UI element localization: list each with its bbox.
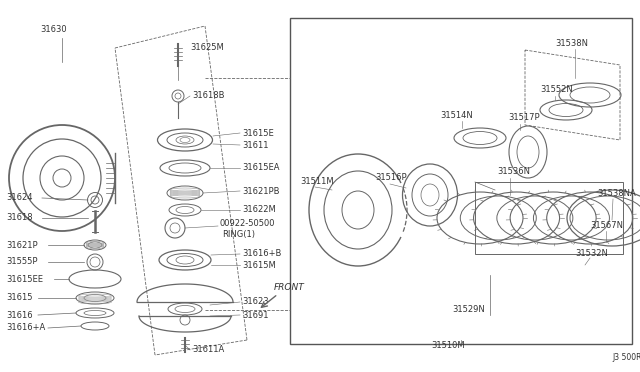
Text: 31615M: 31615M [242, 260, 276, 269]
Bar [290, 18, 632, 344]
Text: 31616+A: 31616+A [6, 324, 45, 333]
Text: 31622M: 31622M [242, 205, 276, 215]
Text: 31615EA: 31615EA [242, 164, 280, 173]
Text: 31625M: 31625M [190, 44, 224, 52]
Text: 31611A: 31611A [192, 346, 224, 355]
Text: 31616+B: 31616+B [242, 250, 282, 259]
Bar [475, 182, 623, 254]
Text: 31555P: 31555P [6, 257, 38, 266]
Text: 31611: 31611 [242, 141, 269, 150]
Text: 31623: 31623 [242, 298, 269, 307]
Text: 31618B: 31618B [192, 92, 225, 100]
Text: 31630: 31630 [41, 26, 67, 35]
Text: 31621P: 31621P [6, 241, 38, 250]
Text: 31510M: 31510M [431, 340, 465, 350]
Text: 31567N: 31567N [590, 221, 623, 230]
Text: 31538N: 31538N [555, 38, 588, 48]
Text: 31538NA: 31538NA [597, 189, 636, 198]
Text: 31616: 31616 [6, 311, 33, 320]
Text: 31615E: 31615E [242, 128, 274, 138]
Text: 31517P: 31517P [508, 113, 540, 122]
Text: 31516P: 31516P [375, 173, 406, 183]
Text: 00922-50500: 00922-50500 [220, 219, 275, 228]
Text: 31621PB: 31621PB [242, 186, 280, 196]
Text: 31511M: 31511M [300, 176, 333, 186]
Text: 31536N: 31536N [497, 167, 530, 176]
Text: FRONT: FRONT [274, 282, 305, 292]
Text: 31624: 31624 [6, 193, 33, 202]
Text: 31691: 31691 [242, 311, 269, 320]
Text: J3 500RS: J3 500RS [612, 353, 640, 362]
Text: 31552N: 31552N [540, 86, 573, 94]
Text: 31615: 31615 [6, 294, 33, 302]
Text: 31615EE: 31615EE [6, 275, 43, 283]
Text: RING(1): RING(1) [222, 230, 255, 238]
Text: 31618: 31618 [6, 214, 33, 222]
Text: 31529N: 31529N [452, 305, 484, 314]
Text: 31532N: 31532N [575, 248, 608, 257]
Text: 31514N: 31514N [440, 110, 473, 119]
